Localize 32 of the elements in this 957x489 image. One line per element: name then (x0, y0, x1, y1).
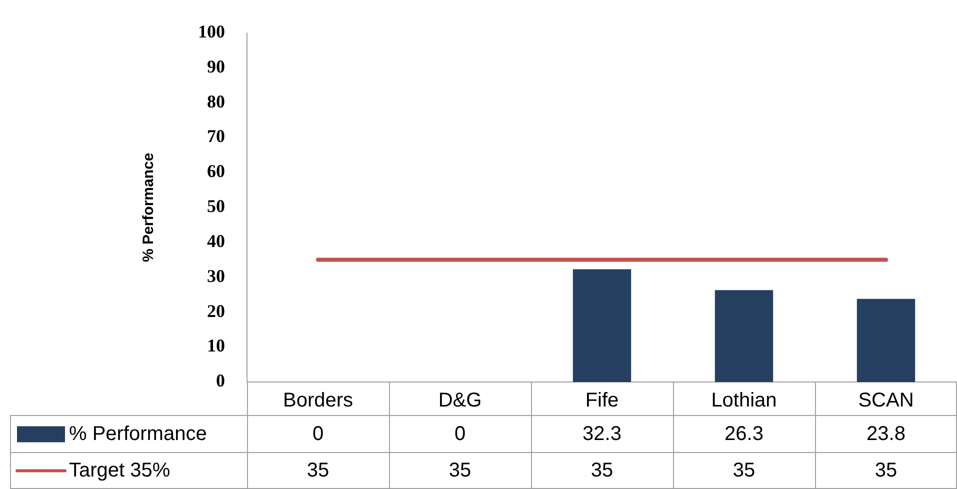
y-tick-label: 50 (207, 196, 225, 216)
bar (714, 290, 774, 382)
data-label: 32.3 (582, 422, 622, 445)
data-label: 26.3 (724, 422, 764, 445)
x-tick-label: Lothian (711, 390, 777, 412)
y-tick-label: 40 (207, 230, 225, 251)
y-axis-title: % Performance (140, 152, 158, 262)
bar (572, 269, 632, 382)
x-tick-label: Fife (585, 390, 619, 412)
y-tick-label: 10 (207, 336, 225, 356)
legend-label: Target 35% (69, 459, 170, 482)
bar (856, 298, 916, 382)
data-label: 23.8 (866, 422, 906, 445)
data-label: 35 (448, 459, 472, 482)
data-label: 35 (732, 459, 756, 482)
y-tick-label: 80 (207, 91, 225, 112)
x-tick-label: Borders (282, 390, 354, 412)
data-label: 35 (874, 459, 898, 482)
data-label: 35 (590, 459, 614, 482)
y-tick-label: 100 (198, 21, 225, 42)
x-tick-label: D&G (438, 390, 482, 412)
data-label: 0 (312, 422, 324, 445)
legend-label: % Performance (69, 422, 207, 445)
y-tick-label: 90 (207, 56, 225, 76)
y-tick-label: 0 (216, 370, 225, 391)
y-tick-label: 60 (207, 161, 225, 182)
data-label: 35 (306, 459, 330, 482)
data-label: 0 (454, 422, 466, 445)
y-tick-label: 30 (207, 266, 225, 286)
x-tick-label: SCAN (858, 390, 914, 412)
y-tick-label: 20 (207, 300, 225, 321)
y-tick-label: 70 (207, 126, 225, 146)
